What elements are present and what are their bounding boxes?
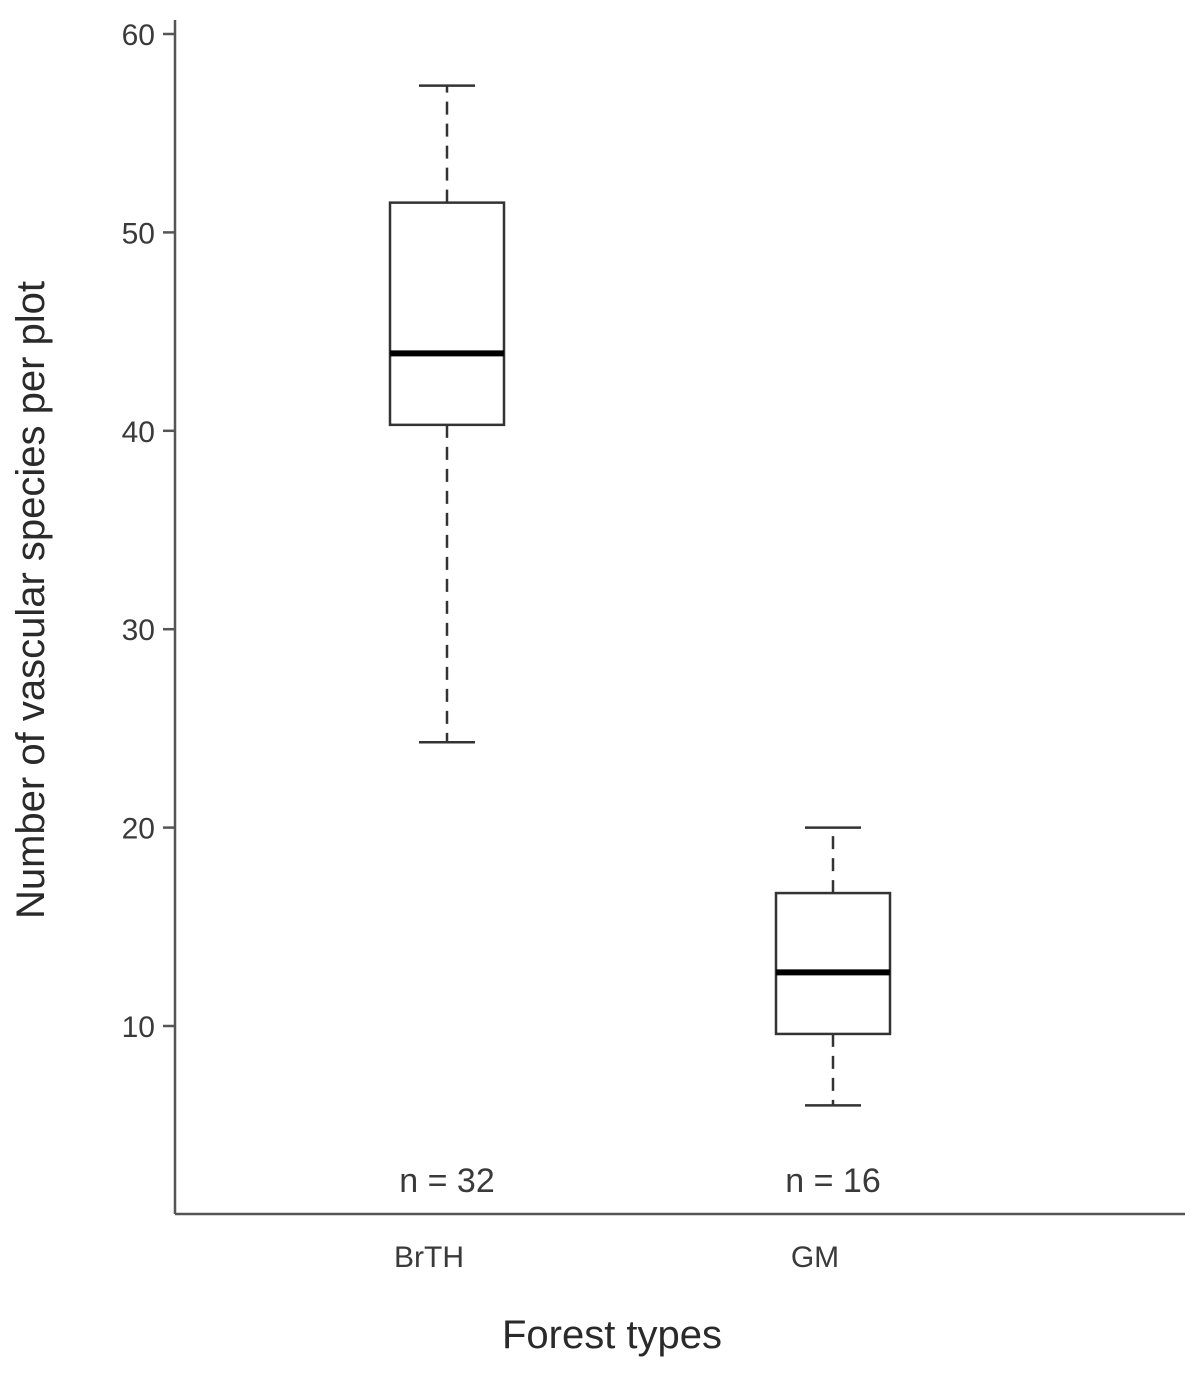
y-tick-label-10: 10: [122, 1011, 155, 1044]
box-series: n = 32 BrTH n = 16 GM: [388, 84, 892, 1274]
x-tick-label-brth: BrTH: [394, 1241, 464, 1274]
x-tick-label-gm: GM: [791, 1241, 839, 1274]
y-tick-label-50: 50: [122, 217, 155, 250]
y-tick-label-20: 20: [122, 813, 155, 846]
box-group-gm: n = 16 GM: [774, 826, 892, 1274]
y-axis-title: Number of vascular species per plot: [9, 281, 53, 919]
box-iqr-gm: [774, 891, 892, 1036]
box-iqr-brth: [388, 201, 506, 427]
y-tick-label-40: 40: [122, 416, 155, 449]
y-ticks: 10 20 30 40 50 60: [122, 19, 175, 1044]
n-label-brth: n = 32: [399, 1162, 494, 1200]
box-group-brth: n = 32 BrTH: [388, 84, 506, 1274]
y-tick-label-60: 60: [122, 19, 155, 52]
y-tick-label-30: 30: [122, 614, 155, 647]
n-label-gm: n = 16: [785, 1162, 880, 1200]
x-axis-title: Forest types: [502, 1313, 722, 1357]
